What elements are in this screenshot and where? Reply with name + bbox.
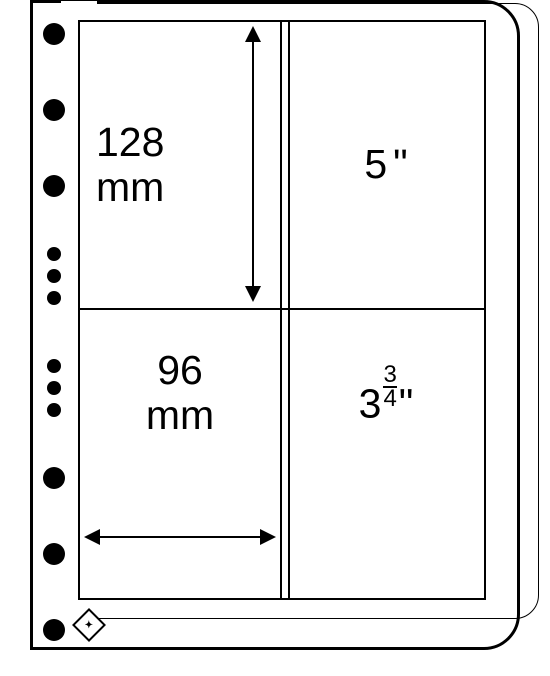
punch-hole xyxy=(47,381,61,395)
arrow-width xyxy=(86,536,274,538)
cell-width-in: 334" xyxy=(288,308,484,598)
grid-divider-vertical xyxy=(280,22,282,598)
punch-hole xyxy=(47,291,61,305)
page-root: ✦ 128 mm 5" 96 mm 334" xyxy=(0,0,550,676)
height-mm-value: 128 xyxy=(96,120,164,165)
height-in-value: 5" xyxy=(364,142,407,187)
cell-width-mm: 96 mm xyxy=(80,308,280,598)
width-in-value: 334" xyxy=(359,364,414,427)
cell-height-in: 5" xyxy=(288,22,484,308)
punch-hole xyxy=(47,403,61,417)
punch-hole xyxy=(43,543,65,565)
punch-hole xyxy=(43,467,65,489)
punch-hole xyxy=(43,23,65,45)
height-mm-unit: mm xyxy=(96,165,164,210)
punch-hole xyxy=(43,175,65,197)
punch-hole xyxy=(47,247,61,261)
width-mm-unit: mm xyxy=(146,393,214,438)
punch-hole xyxy=(43,99,65,121)
punch-hole xyxy=(43,619,65,641)
pocket-grid: 128 mm 5" 96 mm 334" xyxy=(78,20,486,600)
arrow-height xyxy=(252,28,254,300)
cell-height-mm: 128 mm xyxy=(80,22,280,308)
width-mm-value: 96 xyxy=(157,348,203,393)
punch-hole xyxy=(47,359,61,373)
punch-hole xyxy=(47,269,61,283)
